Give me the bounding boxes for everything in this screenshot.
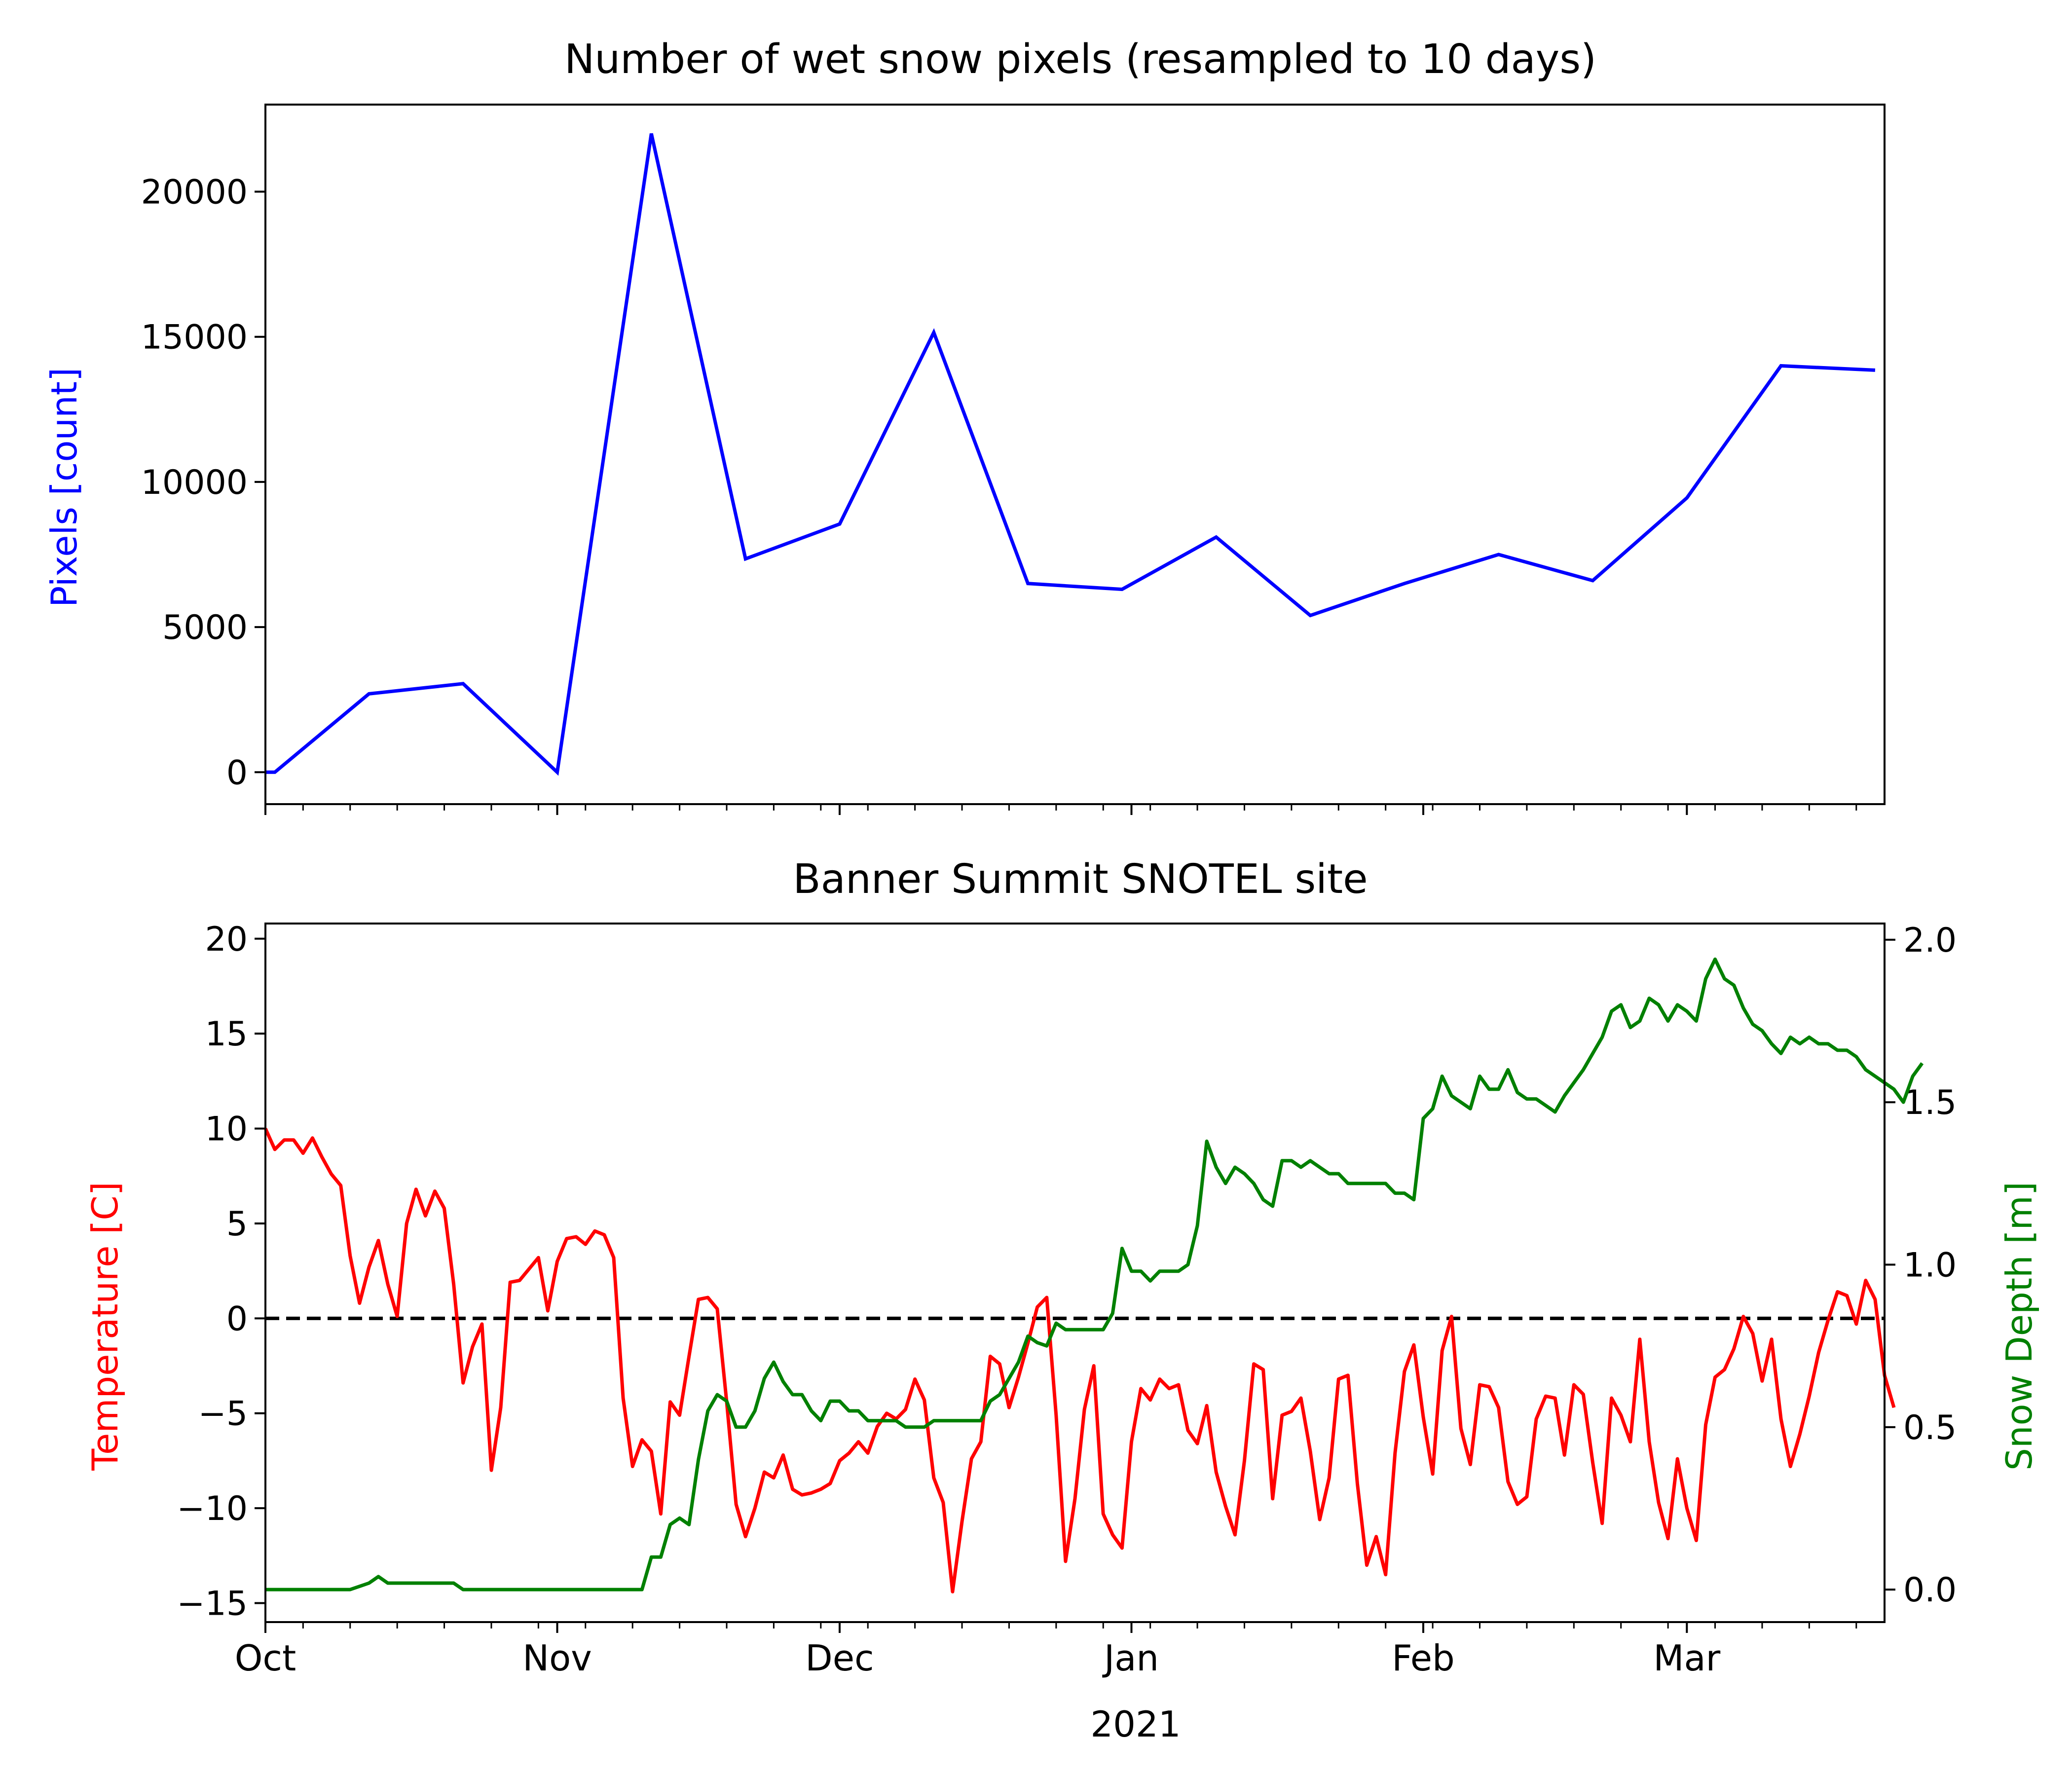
x-axis-year-label: 2021: [1090, 1703, 1181, 1745]
top-chart-title: Number of wet snow pixels (resampled to …: [564, 36, 1596, 83]
temperature-tick-label: −10: [177, 1489, 248, 1528]
snow-depth-tick-label: 2.0: [1903, 921, 1957, 960]
wet-snow-pixels-point: [1310, 615, 1311, 616]
top-plot-frame: [264, 104, 1886, 805]
top-y-tick-label: 15000: [141, 318, 248, 357]
wet-snow-pixels-point: [1592, 580, 1593, 581]
temperature-tick-label: 5: [226, 1205, 248, 1244]
temperature-tick-label: −5: [198, 1395, 248, 1434]
bottom-x-tick-label: Jan: [1102, 1637, 1159, 1679]
top-y-axis-label: Pixels [count]: [43, 368, 85, 607]
top-axes: 0 5000 10000 15000 20000: [141, 104, 1886, 815]
snow-depth-line: [265, 957, 1924, 1591]
temperature-line: [263, 1128, 1896, 1593]
temperature-tick-label: 10: [205, 1110, 248, 1149]
bottom-plot-frame: [264, 923, 1886, 1623]
top-y-tick-label: 20000: [141, 173, 248, 212]
wet-snow-pixels-point: [651, 133, 652, 134]
temperature-tick-label: 20: [205, 920, 248, 959]
wet-snow-pixels-point: [1498, 554, 1499, 555]
bottom-x-tick-label: Nov: [522, 1637, 592, 1679]
wet-snow-pixels-panel: Number of wet snow pixels (resampled to …: [43, 36, 1886, 815]
top-y-tick-label: 5000: [162, 608, 248, 647]
bottom-x-tick-label: Feb: [1392, 1637, 1454, 1679]
bottom-axes: −15 −10 −5 0 5 10 15 20 0.0 0.5 1.0 1.5 2.0 Oct Nov Dec…: [177, 920, 1957, 1679]
wet-snow-pixels-point: [933, 332, 934, 333]
temperature-axis-label: Temperature [C]: [84, 1182, 126, 1471]
snow-depth-axis-label: Snow Depth [m]: [1998, 1182, 2040, 1471]
bottom-x-tick-label: Mar: [1653, 1637, 1720, 1679]
temperature-tick-label: 0: [226, 1299, 248, 1338]
snow-depth-tick-label: 1.5: [1903, 1083, 1957, 1122]
temperature-tick-label: −15: [177, 1585, 248, 1624]
temperature-tick-label: 15: [205, 1015, 248, 1054]
snow-depth-tick-label: 1.0: [1903, 1246, 1957, 1285]
wet-snow-pixels-point: [1404, 583, 1405, 584]
snow-depth-tick-label: 0.5: [1903, 1408, 1957, 1447]
top-y-tick-label: 0: [226, 753, 248, 792]
wet-snow-pixels-point: [745, 558, 746, 559]
bottom-x-tick-label: Oct: [235, 1637, 296, 1679]
bottom-x-tick-label: Dec: [805, 1637, 874, 1679]
top-y-tick-label: 10000: [141, 463, 248, 502]
snotel-panel: Banner Summit SNOTEL site Temperature [C…: [84, 856, 2040, 1745]
snow-depth-tick-label: 0.0: [1903, 1571, 1957, 1610]
bottom-chart-title: Banner Summit SNOTEL site: [793, 856, 1368, 903]
wet-snow-pixels-line: [265, 133, 1876, 776]
